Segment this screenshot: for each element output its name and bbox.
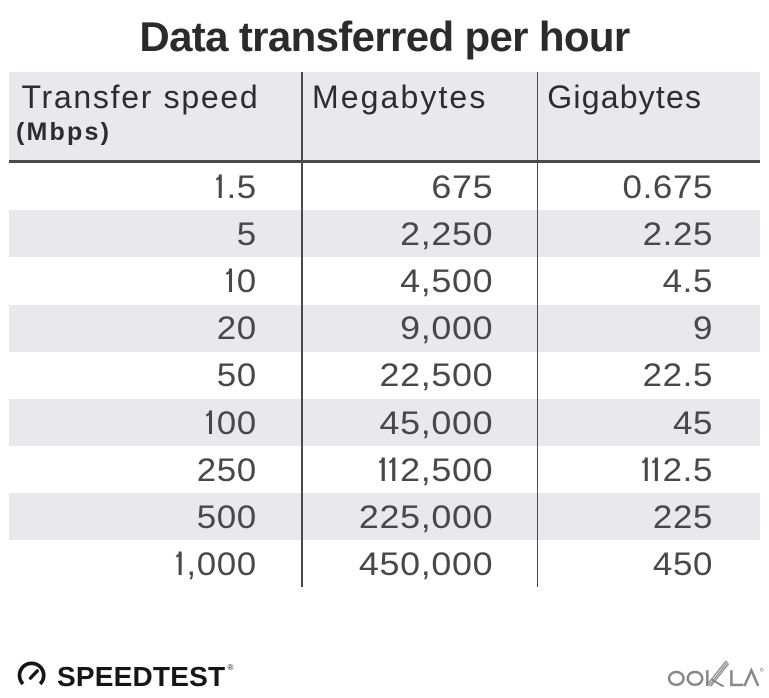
svg-text:SPEEDTEST: SPEEDTEST xyxy=(57,661,225,692)
svg-text:®: ® xyxy=(228,663,234,672)
